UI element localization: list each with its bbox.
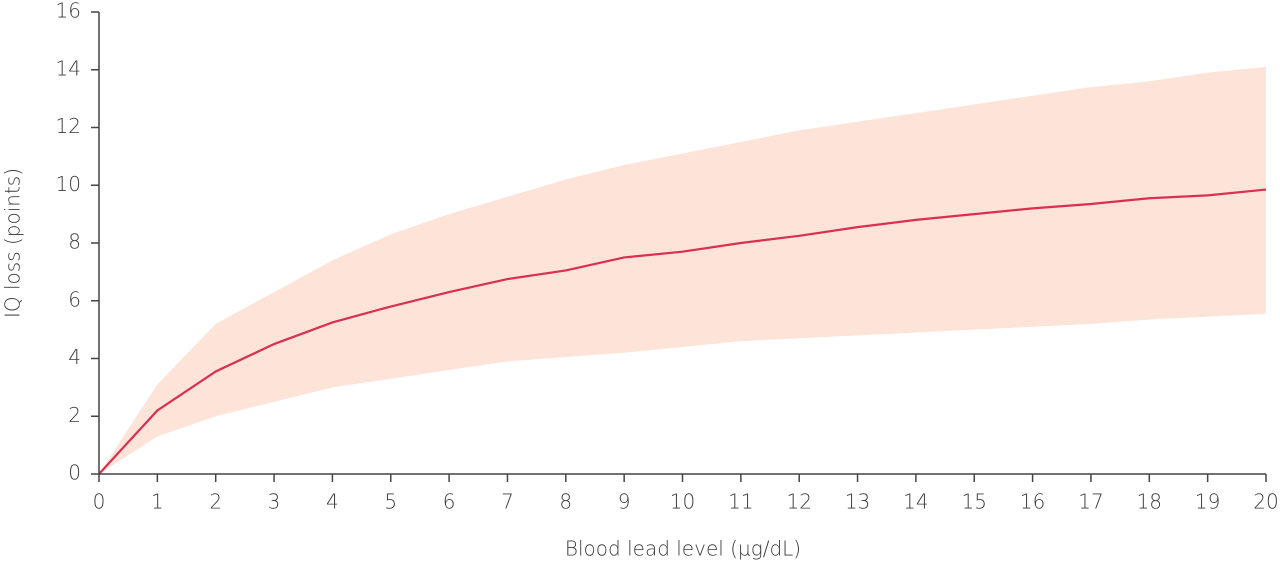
x-tick-label: 2 (209, 490, 222, 514)
x-tick-label: 17 (1078, 490, 1103, 514)
y-axis-label: IQ loss (points) (1, 168, 25, 318)
x-tick-label: 16 (1020, 490, 1045, 514)
x-tick-label: 8 (559, 490, 572, 514)
x-tick-label: 15 (962, 490, 987, 514)
x-tick-label: 1 (151, 490, 164, 514)
x-tick-label: 12 (786, 490, 811, 514)
y-tick-label: 6 (68, 287, 81, 311)
y-tick-label: 16 (56, 0, 81, 23)
y-tick-label: 8 (68, 230, 81, 254)
x-tick-label: 18 (1137, 490, 1162, 514)
x-tick-label: 0 (93, 490, 106, 514)
x-tick-label: 7 (501, 490, 514, 514)
x-tick-label: 6 (443, 490, 456, 514)
x-tick-label: 13 (845, 490, 870, 514)
x-tick-label: 14 (903, 490, 928, 514)
line (98, 188, 1267, 475)
x-tick-label: 10 (670, 490, 695, 514)
x-axis-label: Blood lead level (µg/dL) (565, 537, 801, 561)
y-tick-label: 12 (56, 114, 81, 138)
x-tick-label: 9 (618, 490, 631, 514)
y-tick-label: 10 (56, 172, 81, 196)
x-tick-label: 3 (268, 490, 281, 514)
x-tick-label: 20 (1253, 490, 1278, 514)
confidence-band (99, 66, 1266, 475)
x-tick-label: 11 (728, 490, 753, 514)
y-tick-label: 2 (68, 403, 81, 427)
x-tick-label: 5 (384, 490, 397, 514)
y-tick-label: 14 (56, 56, 81, 80)
x-tick-label: 4 (326, 490, 339, 514)
y-tick-label: 0 (68, 461, 81, 485)
x-tick-label: 19 (1195, 490, 1220, 514)
y-tick-label: 4 (68, 345, 81, 369)
